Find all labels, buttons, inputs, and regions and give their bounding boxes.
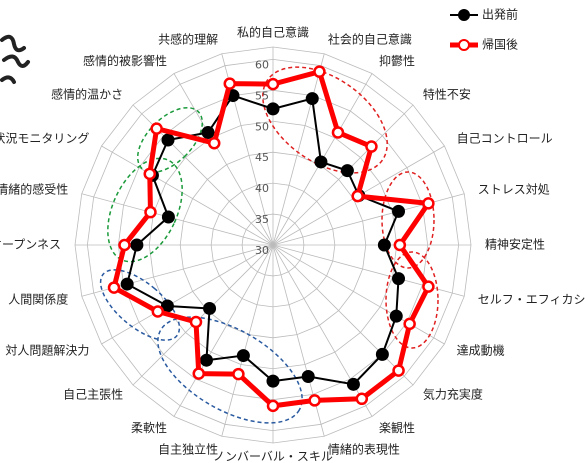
- category-label: オープンネス: [0, 238, 61, 252]
- data-point: [422, 197, 435, 210]
- legend-marker: [458, 39, 470, 51]
- category-label: ノンバーバル・スキル: [213, 450, 333, 463]
- data-point: [314, 155, 328, 169]
- spoke: [173, 244, 274, 417]
- data-point: [199, 353, 213, 367]
- decoration: [0, 34, 30, 84]
- spoke: [81, 193, 274, 246]
- data-point: [130, 238, 144, 252]
- data-point: [331, 126, 345, 139]
- highlight-ellipses: [99, 66, 439, 424]
- spoke: [272, 244, 465, 297]
- data-point: [392, 364, 405, 377]
- legend-label: 出発前: [482, 7, 518, 22]
- spoke: [272, 244, 445, 345]
- data-point: [232, 367, 245, 381]
- tick-label: 60: [255, 58, 269, 71]
- data-point: [340, 164, 354, 178]
- category-label: 情緒的感受性: [0, 182, 68, 197]
- category-label: 人間関係度: [8, 291, 68, 306]
- category-label: 特性不安: [423, 87, 471, 102]
- spoke: [272, 244, 325, 437]
- category-label: 社会的自己意識: [328, 32, 412, 47]
- spoke: [272, 244, 414, 386]
- category-label: 感情的被影響性: [83, 53, 167, 68]
- data-point: [144, 205, 157, 219]
- data-point: [403, 317, 416, 331]
- spoke: [101, 244, 274, 345]
- category-label: 共感的理解: [158, 32, 218, 47]
- data-point: [203, 301, 217, 315]
- data-point: [161, 210, 175, 224]
- data-point: [422, 280, 435, 293]
- data-point: [305, 92, 319, 106]
- legend-label: 帰国後: [482, 38, 518, 52]
- data-point: [236, 349, 250, 363]
- tick-label: 40: [255, 182, 269, 195]
- category-label: 自己コントロール: [457, 132, 553, 146]
- category-label: セルフ・エフィカシー: [478, 292, 585, 306]
- tick-label: 30: [255, 244, 269, 257]
- category-label: 情緒的表現性: [328, 441, 400, 456]
- category-label: 私的自己意識: [237, 25, 309, 40]
- spoke: [132, 244, 274, 386]
- category-label: 抑鬱性: [379, 53, 415, 68]
- category-label: 自己主張性: [63, 387, 123, 401]
- category-label: 自主独立性: [158, 441, 218, 456]
- data-point: [118, 238, 131, 252]
- data-point: [377, 238, 391, 252]
- category-label: 状況モニタリング: [0, 131, 89, 146]
- data-point: [346, 377, 360, 391]
- data-point: [301, 369, 315, 383]
- data-point: [355, 392, 369, 406]
- data-point: [107, 281, 121, 294]
- tick-label: 55: [255, 89, 269, 102]
- data-point: [392, 204, 406, 218]
- category-label: 感情的温かさ: [51, 87, 123, 102]
- data-point: [151, 305, 165, 318]
- data-point: [266, 399, 280, 413]
- category-label: 精神安定性: [485, 237, 545, 252]
- data-point: [192, 367, 205, 380]
- data-point: [389, 309, 403, 323]
- data-point: [351, 189, 364, 203]
- category-label: 楽観性: [379, 421, 415, 435]
- spoke: [272, 53, 325, 246]
- data-point: [161, 133, 175, 147]
- data-point: [365, 140, 378, 153]
- tick-label: 35: [255, 213, 269, 226]
- spoke: [272, 193, 465, 246]
- data-point: [266, 102, 280, 116]
- tick-label: 45: [255, 151, 269, 164]
- data-point: [375, 347, 389, 361]
- spoke: [101, 145, 274, 246]
- data-point: [313, 65, 326, 78]
- category-label: 気力充実度: [423, 386, 483, 401]
- spoke: [173, 73, 274, 246]
- data-point: [207, 136, 221, 150]
- data-point: [266, 374, 280, 388]
- category-label: 柔軟性: [131, 420, 167, 435]
- data-point: [189, 315, 203, 329]
- category-label: 達成動機: [457, 343, 505, 358]
- data-point: [120, 277, 134, 291]
- data-point: [308, 394, 321, 407]
- category-label: ストレス対処: [478, 183, 550, 197]
- data-point: [392, 272, 406, 286]
- data-point: [201, 125, 215, 139]
- data-point: [150, 122, 163, 135]
- legend-marker: [458, 9, 470, 21]
- category-label: 対人問題解決力: [5, 344, 89, 358]
- data-point: [223, 77, 237, 90]
- data-point: [393, 238, 407, 252]
- spoke: [221, 244, 274, 437]
- data-point: [143, 167, 157, 181]
- data-point: [266, 77, 280, 91]
- tick-label: 50: [255, 120, 269, 133]
